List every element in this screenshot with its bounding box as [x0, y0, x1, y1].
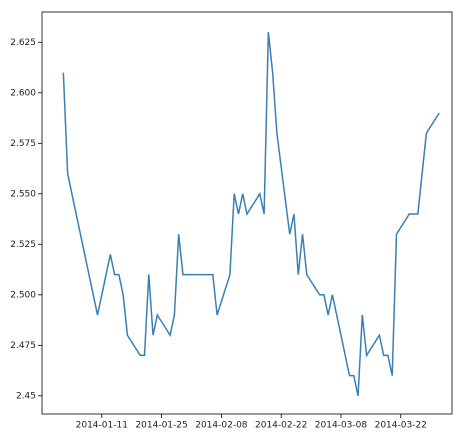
- x-tick-label: 2014-01-11: [76, 421, 128, 431]
- y-tick-label: 2.550: [10, 189, 36, 199]
- x-tick-label: 2014-03-08: [315, 421, 368, 431]
- x-tick-label: 2014-03-22: [375, 421, 427, 431]
- plot-frame: [41, 11, 453, 415]
- y-tick-label: 2.600: [10, 88, 36, 98]
- y-tick-label: 2.475: [10, 341, 36, 351]
- y-tick-label: 2.525: [10, 240, 36, 250]
- data-line: [62, 32, 440, 396]
- x-tick-label: 2014-02-08: [195, 421, 248, 431]
- x-tick-label: 2014-01-25: [135, 421, 187, 431]
- y-tick-label: 2.45: [16, 391, 36, 401]
- y-tick-label: 2.625: [10, 38, 36, 48]
- y-tick-label: 2.575: [10, 139, 36, 149]
- y-tick-label: 2.500: [10, 290, 36, 300]
- x-tick-label: 2014-02-22: [255, 421, 307, 431]
